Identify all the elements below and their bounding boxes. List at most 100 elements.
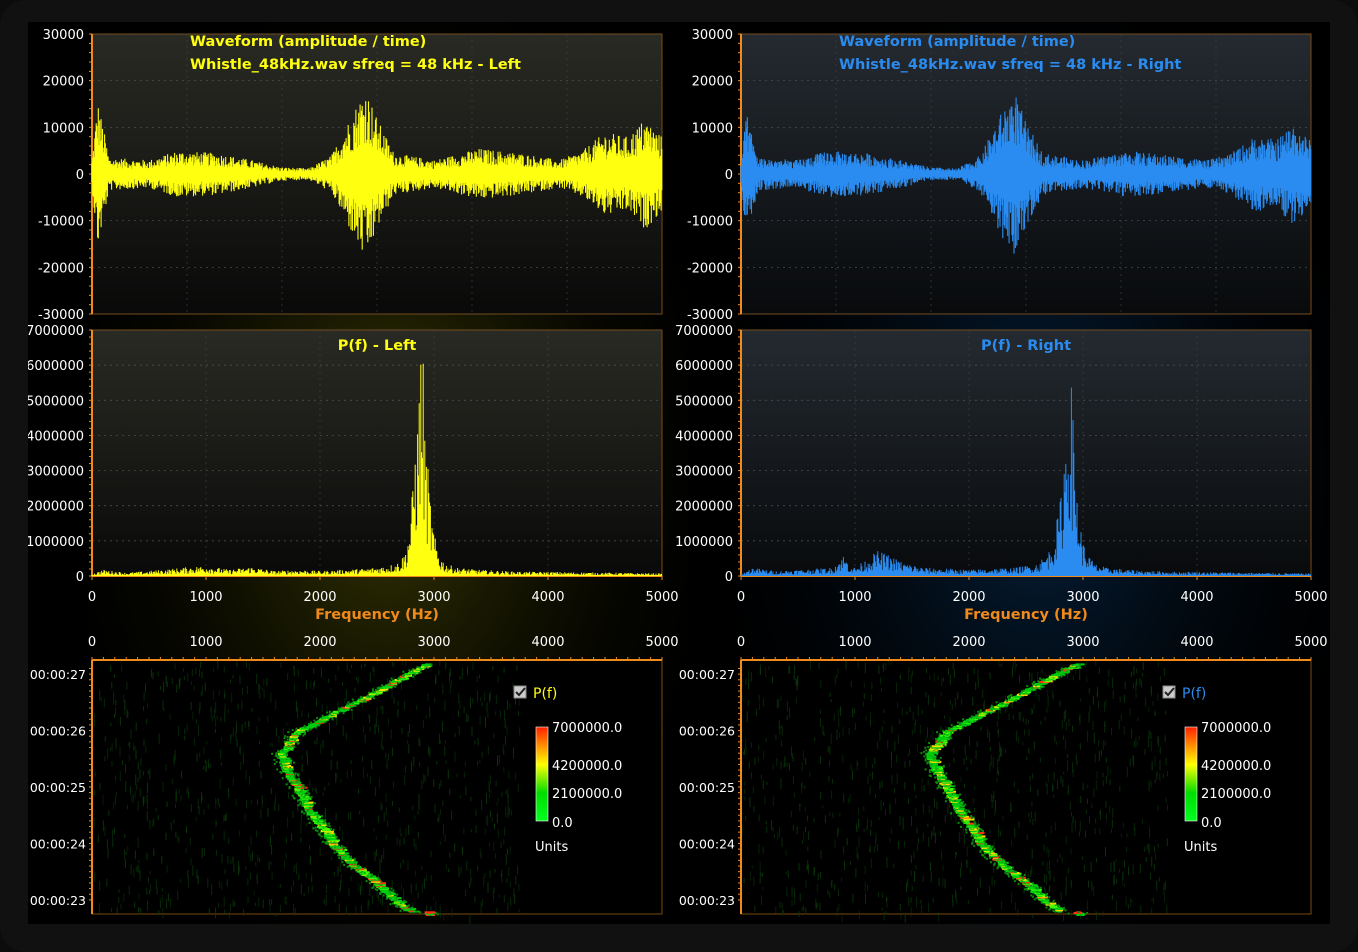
- spectrogram-noise-cell: [362, 725, 364, 733]
- spectrogram-ridge-halo: [389, 680, 391, 683]
- spectrogram-noise-cell: [1061, 720, 1063, 730]
- color-scale-label: 2100000.0: [1201, 787, 1271, 802]
- spectrogram-noise-cell: [255, 862, 257, 866]
- spectrogram-noise-cell: [1093, 788, 1095, 798]
- spectrogram-noise-cell: [351, 711, 353, 721]
- spectrogram-noise-cell: [878, 816, 880, 820]
- spectrogram-noise-cell: [839, 732, 841, 738]
- spectrogram-noise-cell: [1113, 860, 1115, 865]
- spectrogram-ridge-cell: [974, 832, 985, 834]
- spectrogram-noise-cell: [1065, 739, 1067, 750]
- spectrogram-noise-cell: [347, 813, 349, 820]
- color-scale-label: 0.0: [552, 816, 573, 831]
- spectrogram-ridge-halo: [1006, 700, 1009, 702]
- spectrogram-noise-cell: [374, 851, 376, 861]
- spectrogram-noise-cell: [143, 739, 145, 747]
- spectrogram-noise-cell: [1148, 730, 1150, 739]
- spectrogram-noise-cell: [423, 878, 425, 889]
- spectrogram-noise-cell: [360, 905, 362, 913]
- spectrogram-noise-cell: [326, 885, 327, 894]
- spectrum-y-tick-label: 4000000: [28, 429, 84, 444]
- spectrogram-ridge-halo: [353, 857, 356, 860]
- spectrogram-noise-cell: [1165, 710, 1167, 715]
- spectrogram-noise-cell: [1079, 669, 1081, 681]
- spectrogram-noise-cell: [477, 737, 479, 746]
- spectrogram-noise-cell: [778, 698, 780, 708]
- spectrogram-noise-cell: [212, 833, 214, 840]
- spectrogram-noise-cell: [497, 798, 499, 802]
- spectrogram-noise-cell: [508, 867, 510, 877]
- spectrogram-noise-cell: [422, 719, 424, 729]
- spectrogram-noise-cell: [974, 709, 976, 715]
- spectrogram-ridge-halo: [303, 786, 306, 789]
- spectrogram-noise-cell: [854, 709, 855, 714]
- spectrogram-noise-cell: [878, 665, 880, 675]
- spectrogram-noise-cell: [239, 675, 241, 684]
- spectrogram-noise-cell: [763, 750, 765, 760]
- spectrogram-noise-cell: [401, 661, 403, 665]
- spectrogram-noise-cell: [836, 674, 838, 679]
- spectrogram-noise-cell: [166, 681, 168, 688]
- spectrogram-noise-cell: [187, 786, 189, 791]
- spectrogram-noise-cell: [257, 854, 259, 862]
- spectrogram-ridge-halo: [1037, 680, 1040, 683]
- spectrogram-noise-cell: [1141, 672, 1143, 677]
- spectrogram-noise-cell: [297, 669, 299, 677]
- spectrogram-noise-cell: [197, 798, 199, 809]
- legend-pf-checkbox[interactable]: [513, 685, 527, 699]
- spectrogram-noise-cell: [882, 665, 884, 669]
- spectrogram-noise-cell: [1028, 747, 1030, 754]
- spectrogram-noise-cell: [492, 890, 494, 901]
- spectrogram-ridge-halo: [972, 838, 975, 841]
- spectrogram-x-tick-label: 0: [88, 635, 96, 650]
- spectrogram-noise-cell: [145, 746, 147, 753]
- spectrogram-noise-cell: [1012, 661, 1014, 668]
- spectrogram-ridge-halo: [328, 822, 331, 825]
- spectrogram-ridge-halo: [290, 762, 292, 765]
- spectrogram-noise-cell: [184, 676, 186, 681]
- spectrogram-noise-cell: [851, 770, 853, 780]
- spectrogram-ridge-halo: [306, 814, 309, 817]
- spectrogram-ridge-halo: [324, 841, 327, 844]
- spectrogram-noise-cell: [184, 735, 186, 741]
- spectrogram-noise-cell: [908, 671, 910, 682]
- spectrogram-noise-cell: [1002, 815, 1004, 821]
- spectrogram-ridge-halo: [276, 755, 279, 758]
- spectrogram-noise-cell: [1104, 701, 1106, 712]
- spectrogram-ridge-halo: [316, 716, 319, 719]
- spectrogram-noise-cell: [1113, 874, 1115, 885]
- spectrogram-noise-cell: [943, 715, 945, 720]
- spectrogram-noise-cell: [266, 677, 268, 686]
- spectrogram-noise-cell: [903, 844, 905, 849]
- spectrogram-noise-cell: [210, 708, 212, 719]
- spectrogram-noise-cell: [371, 895, 373, 904]
- spectrogram-noise-cell: [387, 820, 389, 827]
- spectrogram-noise-cell: [344, 698, 346, 703]
- spectrogram-noise-cell: [1150, 688, 1152, 697]
- spectrogram-noise-cell: [910, 897, 912, 904]
- spectrogram-noise-cell: [103, 698, 105, 708]
- spectrogram-noise-cell: [449, 788, 451, 796]
- spectrogram-ridge-halo: [971, 842, 974, 845]
- spectrogram-noise-cell: [94, 713, 96, 718]
- spectrogram-noise-cell: [794, 665, 796, 675]
- spectrogram-ridge-halo: [307, 817, 310, 820]
- spectrogram-noise-cell: [463, 772, 465, 778]
- spectrogram-ridge-halo: [959, 728, 962, 731]
- spectrogram-noise-cell: [837, 828, 839, 835]
- spectrogram-noise-cell: [416, 705, 418, 710]
- spectrogram-noise-cell: [505, 790, 507, 795]
- spectrogram-ridge-halo: [295, 727, 298, 730]
- spectrogram-ridge-halo: [320, 815, 323, 818]
- spectrogram-noise-cell: [921, 785, 923, 793]
- spectrogram-ridge-halo: [306, 789, 309, 792]
- spectrogram-noise-cell: [337, 665, 339, 671]
- spectrogram-ridge-halo: [307, 792, 310, 795]
- spectrogram-noise-cell: [1166, 838, 1168, 846]
- spectrogram-noise-cell: [241, 700, 243, 710]
- legend-pf-checkbox[interactable]: [1162, 685, 1176, 699]
- spectrogram-ridge-halo: [950, 812, 953, 815]
- spectrogram-noise-cell: [744, 748, 745, 756]
- spectrogram-ridge-halo: [996, 867, 999, 870]
- spectrogram-noise-cell: [842, 754, 844, 763]
